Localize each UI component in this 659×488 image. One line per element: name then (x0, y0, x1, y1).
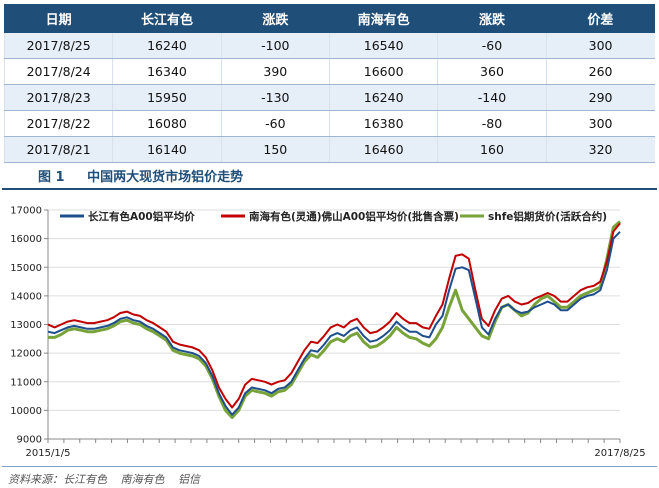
header-changjiang: 长江有色 (112, 4, 222, 33)
axes: 9000 10000 11000 12000 13000 14000 15000 16000 1… (10, 206, 645, 460)
table-row: 2017/8/21 16140 150 16460 160 320 (3, 136, 655, 163)
y-grid (48, 209, 620, 411)
cell-date: 2017/8/23 (3, 84, 113, 111)
cell-spread: 300 (545, 110, 655, 137)
cell-change-2: -140 (437, 84, 547, 111)
cell-changjiang: 16080 (112, 110, 222, 137)
price-table: 日期 长江有色 涨跌 南海有色 涨跌 价差 2017/8/25 16240 -1… (3, 4, 656, 163)
cell-spread: 300 (545, 32, 655, 59)
caption-divider (2, 188, 657, 190)
cell-nanhai: 16380 (328, 110, 438, 137)
source-changjiang: 资料来源：长江有色 (8, 473, 107, 486)
source-divider (2, 466, 657, 467)
y-tick-label: 17000 (10, 206, 42, 217)
y-tick-label: 13000 (10, 320, 42, 331)
cell-date: 2017/8/22 (3, 110, 113, 137)
cell-spread: 260 (545, 58, 655, 85)
cell-change-2: 160 (437, 136, 547, 163)
table-row: 2017/8/23 15950 -130 16240 -140 290 (3, 84, 655, 111)
source-nanhai: 南海有色 (120, 473, 165, 486)
cell-nanhai: 16240 (328, 84, 438, 111)
figure-number: 图 1 (38, 170, 65, 185)
series-line-nanhai (47, 222, 621, 409)
series-lines (47, 220, 621, 419)
header-date: 日期 (3, 4, 114, 33)
cell-nanhai: 16460 (328, 136, 438, 163)
y-tick-label: 10000 (10, 406, 42, 417)
y-tick-label: 16000 (10, 234, 42, 245)
cell-date: 2017/8/24 (3, 58, 113, 85)
figure-caption: 图 1 中国两大现货市场铝价走势 (38, 166, 243, 185)
cell-spread: 290 (545, 84, 655, 111)
legend-label-nanhai: 南海有色(灵通)佛山A00铝平均价(批售含票) (249, 210, 459, 223)
y-tick-label: 15000 (10, 263, 42, 274)
header-change-2: 涨跌 (437, 4, 547, 33)
cell-changjiang: 16140 (112, 136, 222, 163)
header-spread: 价差 (545, 4, 656, 33)
cell-changjiang: 15950 (112, 84, 222, 111)
table-row: 2017/8/24 16340 390 16600 360 260 (3, 58, 655, 85)
y-tick-label: 9000 (17, 435, 42, 446)
cell-change-2: -60 (437, 32, 547, 59)
cell-change: -100 (220, 32, 330, 59)
table-header-row: 日期 长江有色 涨跌 南海有色 涨跌 价差 (3, 4, 656, 33)
source-note: 资料来源：长江有色 南海有色 铝信 (8, 471, 210, 487)
cell-change: 390 (220, 58, 330, 85)
cell-nanhai: 16540 (328, 32, 438, 59)
cell-change-2: -80 (437, 110, 547, 137)
price-line-chart: 9000 10000 11000 12000 13000 14000 15000 16000 1… (10, 206, 645, 460)
table-row: 2017/8/22 16080 -60 16380 -80 300 (3, 110, 655, 137)
figure-title: 中国两大现货市场铝价走势 (87, 170, 244, 185)
table-row: 2017/8/25 16240 -100 16540 -60 300 (3, 32, 655, 59)
cell-spread: 320 (545, 136, 655, 163)
series-line-changjiang (47, 231, 621, 416)
cell-change-2: 360 (437, 58, 547, 85)
cell-changjiang: 16340 (112, 58, 222, 85)
cell-change: 150 (220, 136, 330, 163)
legend-label-shfe: shfe铝期货价(活跃合约) (488, 210, 607, 223)
x-tick-label-start: 2015/1/5 (26, 448, 71, 459)
y-tick-label: 12000 (10, 349, 42, 360)
y-tick-label: 14000 (10, 291, 42, 302)
cell-date: 2017/8/21 (3, 136, 113, 163)
cell-change: -130 (220, 84, 330, 111)
legend-label-changjiang: 长江有色A00铝平均价 (88, 210, 195, 223)
y-tick-label: 11000 (10, 377, 42, 388)
header-change: 涨跌 (220, 4, 330, 33)
cell-change: -60 (220, 110, 330, 137)
series-line-shfe (48, 220, 621, 419)
cell-nanhai: 16600 (328, 58, 438, 85)
cell-changjiang: 16240 (112, 32, 222, 59)
legend: 长江有色A00铝平均价 南海有色(灵通)佛山A00铝平均价(批售含票) shfe铝期… (60, 210, 607, 223)
header-nanhai: 南海有色 (328, 4, 439, 33)
cell-date: 2017/8/25 (3, 32, 113, 59)
x-tick-label-end: 2017/8/25 (594, 448, 645, 459)
source-lvxin: 铝信 (178, 473, 200, 486)
